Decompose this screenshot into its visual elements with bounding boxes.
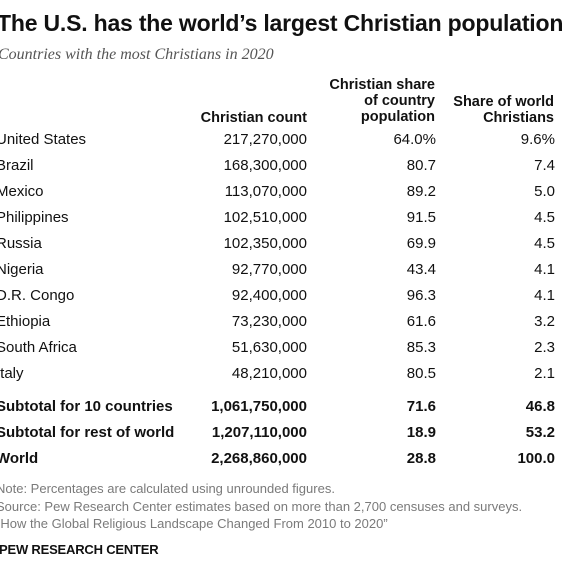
christian-count: 48,210,000 xyxy=(231,365,307,382)
christian-count: 102,510,000 xyxy=(223,209,307,226)
christian-share: 18.9 xyxy=(406,424,436,441)
world-share: 4.1 xyxy=(534,287,555,304)
table-row: D.R. Congo 92,400,000 96.3 4.1 xyxy=(0,287,576,307)
christian-share: 89.2 xyxy=(406,183,436,200)
christian-share: 80.5 xyxy=(406,365,436,382)
footnote: Note: Percentages are calculated using u… xyxy=(0,481,335,496)
country-name: Brazil xyxy=(0,157,34,174)
christian-share: 91.5 xyxy=(406,209,436,226)
header-share-of-world: Share of world Christians xyxy=(453,94,554,126)
world-share: 5.0 xyxy=(534,183,555,200)
world-share: 53.2 xyxy=(525,424,555,441)
christian-count: 102,350,000 xyxy=(223,235,307,252)
chart-title: The U.S. has the world’s largest Christi… xyxy=(0,10,564,36)
world-share: 7.4 xyxy=(534,157,555,174)
world-share: 4.5 xyxy=(534,235,555,252)
christian-share: 43.4 xyxy=(406,261,436,278)
christian-count: 1,207,110,000 xyxy=(211,424,307,441)
subtotal-row: Subtotal for rest of world 1,207,110,000… xyxy=(0,424,576,444)
table-row: Italy 48,210,000 80.5 2.1 xyxy=(0,365,576,385)
christian-share: 96.3 xyxy=(406,287,436,304)
header-christian-share: Christian share of country population xyxy=(329,77,435,125)
christian-share: 71.6 xyxy=(406,398,436,415)
pew-logo-text: PEW RESEARCH CENTER xyxy=(0,542,159,557)
country-name: Italy xyxy=(0,365,24,382)
country-name: Nigeria xyxy=(0,261,44,278)
country-name: Russia xyxy=(0,235,42,252)
table-row: Philippines 102,510,000 91.5 4.5 xyxy=(0,209,576,229)
christian-share: 80.7 xyxy=(406,157,436,174)
christian-count: 92,400,000 xyxy=(231,287,307,304)
country-name: Philippines xyxy=(0,209,69,226)
country-name: D.R. Congo xyxy=(0,287,75,304)
table-row: United States 217,270,000 64.0% 9.6% xyxy=(0,131,576,151)
world-share: 3.2 xyxy=(534,313,555,330)
christian-count: 73,230,000 xyxy=(231,313,307,330)
table-row: Ethiopia 73,230,000 61.6 3.2 xyxy=(0,313,576,333)
christian-count: 1,061,750,000 xyxy=(211,398,307,415)
world-share: 2.3 xyxy=(534,339,555,356)
header-christian-count: Christian count xyxy=(200,110,307,126)
table-row: Mexico 113,070,000 89.2 5.0 xyxy=(0,183,576,203)
christian-share: 28.8 xyxy=(406,450,436,467)
world-share: 46.8 xyxy=(525,398,555,415)
table-row: Nigeria 92,770,000 43.4 4.1 xyxy=(0,261,576,281)
christian-count: 113,070,000 xyxy=(224,183,307,200)
country-name: Mexico xyxy=(0,183,44,200)
christian-share: 85.3 xyxy=(406,339,436,356)
source-title: “How the Global Religious Landscape Chan… xyxy=(0,516,388,531)
christian-count: 51,630,000 xyxy=(231,339,307,356)
chart-subtitle: Countries with the most Christians in 20… xyxy=(0,46,274,63)
country-name: South Africa xyxy=(0,339,77,356)
table-row: Russia 102,350,000 69.9 4.5 xyxy=(0,235,576,255)
source-line: Source: Pew Research Center estimates ba… xyxy=(0,499,523,514)
christian-count: 2,268,860,000 xyxy=(211,450,307,467)
world-total-row: World 2,268,860,000 28.8 100.0 xyxy=(0,450,576,470)
christian-count: 92,770,000 xyxy=(231,261,307,278)
row-label: World xyxy=(0,450,39,467)
world-share: 4.5 xyxy=(534,209,555,226)
world-share: 9.6% xyxy=(520,131,555,148)
world-share: 100.0 xyxy=(517,450,555,467)
christian-share: 61.6 xyxy=(406,313,436,330)
table-row: South Africa 51,630,000 85.3 2.3 xyxy=(0,339,576,359)
row-label: Subtotal for rest of world xyxy=(0,424,175,441)
christian-count: 217,270,000 xyxy=(223,131,307,148)
christian-share: 69.9 xyxy=(406,235,436,252)
subtotal-row: Subtotal for 10 countries 1,061,750,000 … xyxy=(0,398,576,418)
table-row: Brazil 168,300,000 80.7 7.4 xyxy=(0,157,576,177)
christian-share: 64.0% xyxy=(393,131,436,148)
world-share: 4.1 xyxy=(534,261,555,278)
country-name: Ethiopia xyxy=(0,313,51,330)
world-share: 2.1 xyxy=(534,365,555,382)
row-label: Subtotal for 10 countries xyxy=(0,398,173,415)
country-name: United States xyxy=(0,131,87,148)
christian-count: 168,300,000 xyxy=(223,157,307,174)
